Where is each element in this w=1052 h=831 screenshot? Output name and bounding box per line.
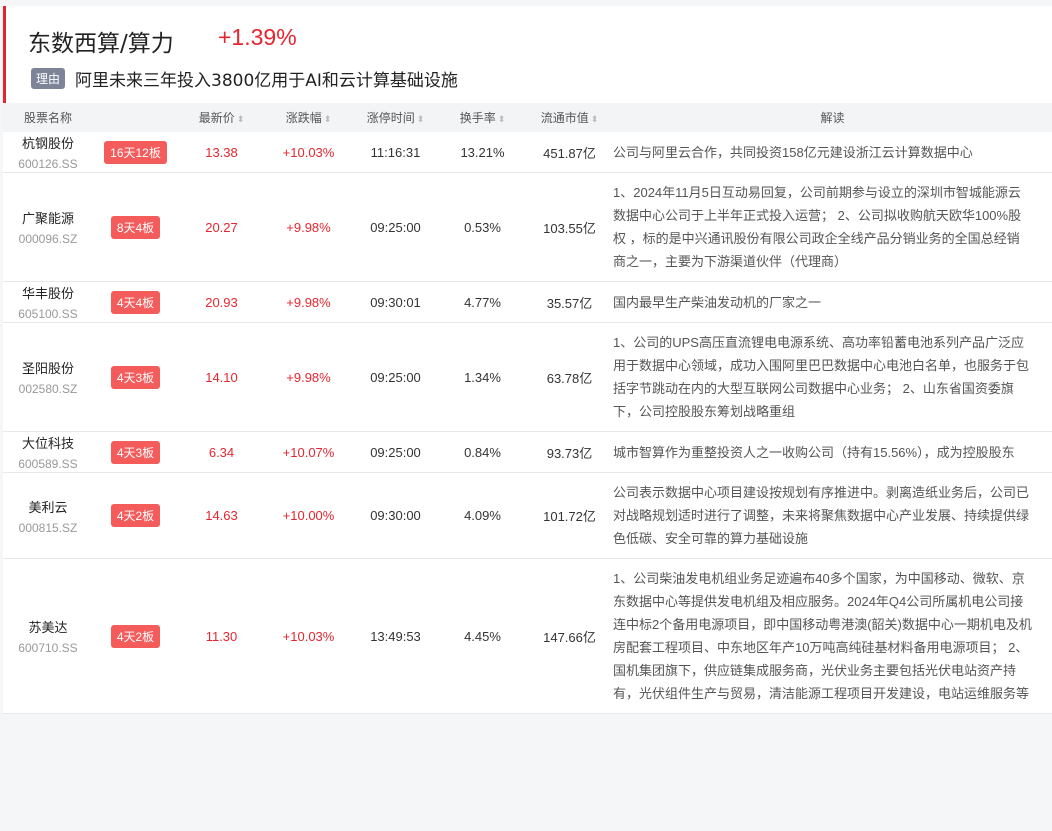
stock-name-cell[interactable]: 苏美达 600710.SS — [3, 558, 93, 714]
table-row[interactable]: 圣阳股份 002580.SZ 4天3板 14.10 +9.98% 09:25:00… — [3, 322, 1052, 432]
limit-up-badge: 16天12板 — [104, 140, 167, 164]
limit-time: 09:25:00 — [352, 172, 439, 282]
stock-code: 600710.SS — [18, 641, 78, 655]
sector-reason: 理由 阿里未来三年投入3800亿用于AI和云计算基础设施 — [31, 66, 458, 91]
stock-code: 600126.SS — [18, 157, 78, 171]
stock-name[interactable]: 美利云 — [28, 499, 68, 515]
table-row[interactable]: 广聚能源 000096.SZ 8天4板 20.27 +9.98% 09:25:00… — [3, 172, 1052, 282]
table-row[interactable]: 美利云 000815.SZ 4天2板 14.63 +10.00% 09:30:00… — [3, 472, 1052, 559]
sort-icon[interactable]: ⬍ — [323, 115, 332, 125]
turnover: 1.34% — [439, 322, 526, 432]
stock-name[interactable]: 苏美达 — [28, 620, 68, 635]
limit-time: 11:16:31 — [352, 132, 439, 173]
limit-time: 09:25:00 — [352, 322, 439, 432]
description: 城市智算作为重整投资人之一收购公司（持有15.56%），成为控股股东 — [613, 431, 1052, 473]
change: +10.03% — [265, 558, 352, 714]
sort-icon[interactable]: ⬍ — [236, 115, 245, 125]
stock-code: 000815.SZ — [18, 520, 78, 535]
table-row[interactable]: 大位科技 600589.SS 4天3板 6.34 +10.07% 09:25:00… — [3, 431, 1052, 473]
table-row[interactable]: 杭钢股份 600126.SS 16天12板 13.38 +10.03% 11:16… — [3, 132, 1052, 173]
limit-time: 09:25:00 — [352, 431, 439, 473]
price: 20.27 — [178, 172, 265, 282]
table-header: 股票名称 最新价 ⬍ 涨跌幅 ⬍ 涨停时间 ⬍ 换手率 ⬍ 流通市值 ⬍ 解读 — [3, 103, 1052, 132]
limit-up-badge: 4天3板 — [110, 440, 161, 464]
stock-name-cell[interactable]: 大位科技 600589.SS — [3, 431, 93, 473]
description: 1、公司的UPS高压直流锂电电源系统、高功率铅蓄电池系列产品广泛应用于数据中心领… — [613, 322, 1052, 432]
turnover: 0.53% — [439, 172, 526, 282]
price: 14.10 — [178, 322, 265, 432]
limit-up-badge: 4天2板 — [110, 624, 161, 648]
stock-code: 600589.SS — [18, 457, 78, 471]
change: +9.98% — [265, 322, 352, 432]
stock-code: 002580.SZ — [18, 382, 78, 396]
stock-code: 000096.SZ — [18, 232, 78, 246]
market-cap: 451.87亿 — [526, 132, 613, 173]
description: 公司与阿里云合作，共同投资158亿元建设浙江云计算数据中心 — [613, 132, 1052, 173]
market-cap: 35.57亿 — [526, 281, 613, 323]
stock-name[interactable]: 大位科技 — [21, 436, 74, 451]
table-row[interactable]: 苏美达 600710.SS 4天2板 11.30 +10.03% 13:49:53… — [3, 558, 1052, 714]
change: +10.00% — [265, 472, 352, 559]
col-price[interactable]: 最新价 ⬍ — [178, 103, 265, 132]
turnover: 4.77% — [439, 281, 526, 323]
description: 公司表示数据中心项目建设按规划有序推进中。剥离造纸业务后，公司已对战略规划适时进… — [613, 472, 1052, 559]
price: 11.30 — [178, 558, 265, 714]
reason-text: 阿里未来三年投入3800亿用于AI和云计算基础设施 — [75, 71, 458, 91]
limit-time: 13:49:53 — [352, 558, 439, 714]
sector-change: +1.39% — [218, 24, 297, 50]
market-cap: 147.66亿 — [526, 558, 613, 714]
stock-name-cell[interactable]: 杭钢股份 600126.SS — [3, 132, 93, 173]
stock-name-cell[interactable]: 华丰股份 605100.SS — [3, 281, 93, 323]
sector-header: 东数西算/算力 +1.39% 理由 阿里未来三年投入3800亿用于AI和云计算基… — [3, 6, 1052, 103]
col-name: 股票名称 — [3, 103, 93, 132]
turnover: 4.45% — [439, 558, 526, 714]
description: 国内最早生产柴油发动机的厂家之一 — [613, 281, 1052, 323]
reason-tag: 理由 — [31, 68, 66, 89]
market-cap: 63.78亿 — [526, 322, 613, 432]
description: 1、2024年11月5日互动易回复，公司前期参与设立的深圳市智城能源云数据中心公… — [613, 172, 1052, 282]
price: 20.93 — [178, 281, 265, 323]
stock-name-cell[interactable]: 圣阳股份 002580.SZ — [3, 322, 93, 432]
stock-code: 605100.SS — [18, 307, 78, 321]
market-cap: 103.55亿 — [526, 172, 613, 282]
description: 1、公司柴油发电机组业务足迹遍布40多个国家，为中国移动、微软、京东数据中心等提… — [613, 558, 1052, 714]
turnover: 4.09% — [439, 472, 526, 559]
col-turnover[interactable]: 换手率 ⬍ — [439, 103, 526, 132]
limit-up-badge: 4天2板 — [110, 504, 161, 527]
stock-name[interactable]: 华丰股份 — [21, 286, 74, 301]
col-limit-time[interactable]: 涨停时间 ⬍ — [352, 103, 439, 132]
stock-name-cell[interactable]: 美利云 000815.SZ — [3, 472, 93, 559]
sort-icon[interactable]: ⬍ — [497, 115, 506, 125]
col-desc: 解读 — [613, 103, 1052, 132]
sector-panel: 东数西算/算力 +1.39% 理由 阿里未来三年投入3800亿用于AI和云计算基… — [3, 6, 1052, 714]
stock-name[interactable]: 杭钢股份 — [21, 136, 74, 151]
price: 13.38 — [178, 132, 265, 173]
market-cap: 101.72亿 — [526, 472, 613, 559]
sector-title: 东数西算/算力 — [28, 31, 174, 57]
change: +10.07% — [265, 431, 352, 473]
stock-table: 股票名称 最新价 ⬍ 涨跌幅 ⬍ 涨停时间 ⬍ 换手率 ⬍ 流通市值 ⬍ 解读 杭钢股份 6… — [3, 103, 1052, 714]
turnover: 0.84% — [439, 431, 526, 473]
limit-time: 09:30:01 — [352, 281, 439, 323]
stock-name[interactable]: 广聚能源 — [21, 211, 74, 226]
col-change[interactable]: 涨跌幅 ⬍ — [265, 103, 352, 132]
limit-up-badge: 4天3板 — [110, 365, 161, 389]
change: +10.03% — [265, 132, 352, 173]
sort-icon[interactable]: ⬍ — [416, 115, 425, 125]
limit-time: 09:30:00 — [352, 472, 439, 559]
market-cap: 93.73亿 — [526, 431, 613, 473]
limit-up-badge: 8天4板 — [110, 215, 161, 239]
price: 6.34 — [178, 431, 265, 473]
sort-icon[interactable]: ⬍ — [590, 115, 599, 125]
table-row[interactable]: 华丰股份 605100.SS 4天4板 20.93 +9.98% 09:30:01… — [3, 281, 1052, 323]
stock-name-cell[interactable]: 广聚能源 000096.SZ — [3, 172, 93, 282]
change: +9.98% — [265, 172, 352, 282]
limit-up-badge: 4天4板 — [110, 290, 161, 314]
price: 14.63 — [178, 472, 265, 559]
turnover: 13.21% — [439, 132, 526, 173]
stock-name[interactable]: 圣阳股份 — [21, 361, 74, 376]
change: +9.98% — [265, 281, 352, 323]
col-cap[interactable]: 流通市值 ⬍ — [526, 103, 613, 132]
